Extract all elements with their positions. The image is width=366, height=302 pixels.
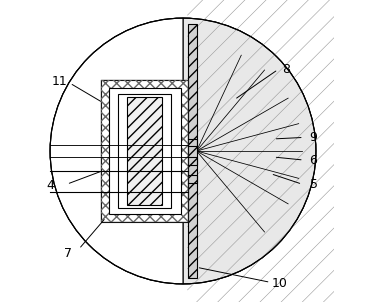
Bar — [101, 80, 187, 222]
Bar — [187, 24, 197, 278]
Text: 7: 7 — [64, 247, 72, 260]
Text: 9: 9 — [309, 131, 317, 144]
Wedge shape — [183, 18, 316, 284]
Text: 5: 5 — [310, 178, 318, 191]
Bar — [101, 80, 187, 222]
Text: 10: 10 — [272, 277, 288, 291]
Wedge shape — [50, 18, 183, 284]
Text: 6: 6 — [309, 153, 317, 167]
Bar — [127, 97, 162, 205]
Text: 4: 4 — [46, 179, 54, 192]
Text: 8: 8 — [282, 63, 290, 76]
Bar — [109, 88, 182, 214]
Bar — [118, 94, 171, 208]
Text: 11: 11 — [51, 75, 67, 88]
